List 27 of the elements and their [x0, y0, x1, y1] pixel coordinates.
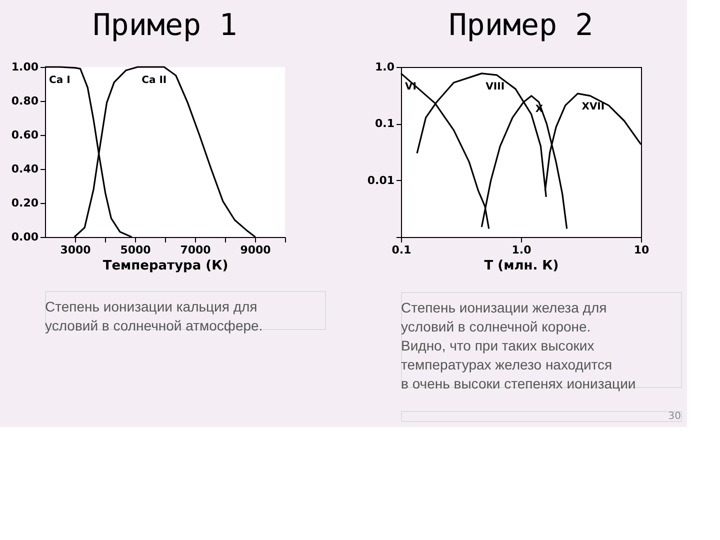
text: 30: [668, 411, 681, 422]
x-tick-label: 5000: [120, 244, 152, 256]
y-tick-label: 0.01: [367, 174, 394, 187]
y-tick-label: 0.40: [11, 162, 39, 176]
series-label: Ca I: [49, 75, 70, 86]
y-tick-label: 0.60: [11, 128, 39, 142]
x-axis-title: Температура (К): [102, 258, 228, 274]
y-tick-label: 1.00: [11, 60, 39, 74]
y-tick-label: 0.20: [11, 196, 39, 210]
x-axis-title: Т (млн. К): [484, 258, 559, 274]
x-tick-label: 9000: [240, 244, 272, 256]
x-tick-label: 0.1: [392, 244, 412, 256]
series-label: VIII: [486, 81, 505, 92]
x-tick-label: 7000: [180, 244, 212, 256]
x-tick-label: 3000: [60, 244, 92, 256]
text: Степень ионизации железа для условий в солнечной короне. Видно, что при таких высоких температурах железо находится в очень высоки степенях ионизации: [401, 300, 636, 392]
chart-title: Пример 2: [448, 8, 594, 43]
y-tick-label: 0.1: [375, 117, 394, 130]
y-tick-label: 1.0: [375, 60, 395, 74]
chart-title: Пример 1: [92, 8, 238, 43]
text: Степень ионизации кальция для условий в солнечной атмосфере.: [45, 298, 263, 334]
series-label: XVII: [582, 102, 605, 113]
x-tick-label: 10: [634, 244, 650, 256]
x-tick-label: 1.0: [512, 244, 532, 256]
y-tick-label: 0.00: [11, 230, 39, 244]
y-tick-label: 0.80: [11, 94, 39, 108]
series-label: Ca II: [142, 75, 167, 86]
